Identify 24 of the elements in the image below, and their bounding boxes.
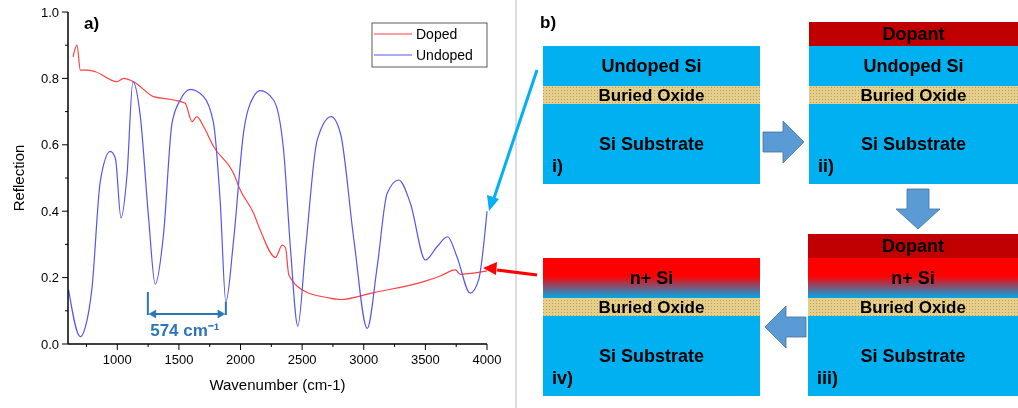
- y-tick-label: 0.6: [40, 137, 59, 153]
- text: b): [540, 13, 557, 32]
- x-tick-label: 1500: [164, 352, 194, 367]
- x-tick-label: 2500: [287, 352, 317, 367]
- layer-stack: Dopant n+ Si Buried Oxide Si Substrate iii): [808, 234, 1018, 396]
- layer-stack: n+ Si Buried Oxide Si Substrate iv): [543, 258, 760, 396]
- y-tick-label: 0.2: [40, 270, 59, 286]
- legend-label: Doped: [416, 26, 458, 42]
- x-tick-label: 4000: [472, 352, 502, 367]
- x-tick-label: 3500: [410, 352, 440, 367]
- legend-label: Undoped: [416, 47, 473, 63]
- y-tick-label: 0.0: [40, 336, 59, 352]
- layer-stack: Undoped Si Buried Oxide Si Substrate i): [543, 46, 760, 184]
- x-axis-title: Wavenumber (cm-1): [209, 376, 346, 393]
- y-tick-label: 0.4: [40, 203, 59, 219]
- annotation: 574 cm⁻¹: [150, 321, 220, 340]
- y-tick-label: 1.0: [40, 4, 59, 20]
- x-tick-label: 2000: [226, 352, 255, 367]
- x-tick-label: 3000: [349, 352, 379, 367]
- chart-title: a): [84, 14, 100, 33]
- y-tick-label: 0.8: [40, 70, 59, 86]
- y-axis-title: Reflection: [10, 144, 27, 212]
- layer-stack: Dopant Undoped Si Buried Oxide Si Substrate ii): [809, 22, 1018, 184]
- x-tick-label: 1000: [102, 352, 132, 367]
